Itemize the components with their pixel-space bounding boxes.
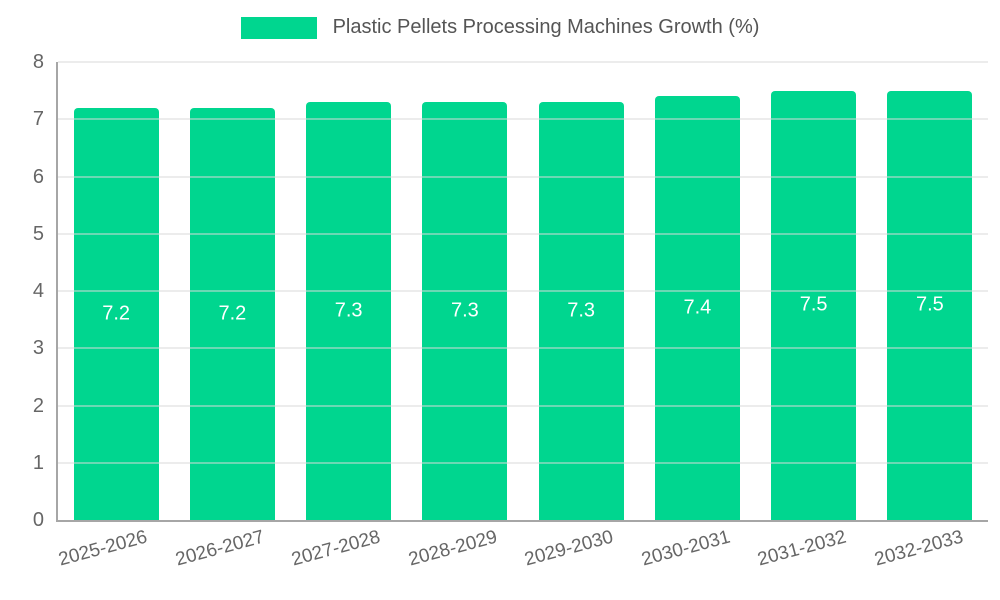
bar: 7.4 — [654, 96, 740, 520]
x-slot: 2030-2031 — [639, 524, 756, 596]
bar: 7.5 — [771, 90, 857, 520]
y-tick-label: 0 — [32, 509, 44, 531]
bar-slot: 7.3 — [407, 62, 523, 520]
y-tick-label: 6 — [32, 165, 44, 188]
x-tick-label: 2031-2032 — [755, 526, 849, 571]
gridline — [58, 233, 988, 235]
bar-value-label: 7.5 — [915, 293, 944, 316]
y-tick-label: 5 — [32, 222, 44, 245]
x-slot: 2029-2030 — [522, 524, 639, 596]
bar-slot: 7.3 — [291, 62, 407, 520]
bar-value-label: 7.4 — [683, 296, 712, 319]
x-tick-label: 2026-2027 — [173, 526, 267, 571]
y-tick-label: 1 — [32, 451, 44, 474]
x-tick-label: 2027-2028 — [289, 526, 383, 571]
bar: 7.2 — [73, 107, 159, 520]
bar: 7.3 — [422, 102, 508, 520]
bar-value-label: 7.5 — [799, 293, 828, 316]
gridline — [58, 176, 988, 177]
y-tick-label: 7 — [32, 108, 44, 131]
x-tick-label: 2030-2031 — [639, 526, 733, 571]
bar: 7.2 — [189, 107, 275, 520]
bar-slot: 7.5 — [756, 62, 872, 520]
gridline — [58, 462, 988, 464]
bar-value-label: 7.3 — [334, 299, 363, 322]
x-tick-label: 2029-2030 — [522, 526, 616, 571]
x-slot: 2026-2027 — [173, 524, 290, 596]
legend-swatch — [240, 16, 317, 39]
bar-value-label: 7.2 — [218, 302, 247, 325]
legend: Plastic Pellets Processing Machines Grow… — [0, 16, 1000, 39]
x-slot: 2027-2028 — [289, 524, 406, 596]
bar-value-label: 7.3 — [567, 299, 596, 322]
plot-area: 7.2 7.2 7.3 7.3 7.3 7.4 7.5 7.5 0 1 2 3 4 5 6 7 8 — [33, 52, 988, 530]
y-tick-label: 3 — [32, 337, 44, 360]
x-axis-labels: 2025-2026 2026-2027 2027-2028 2028-2029 2029… — [56, 524, 988, 596]
bar-slot: 7.5 — [872, 62, 988, 520]
chart-title: Plastic Pellets Processing Machines Grow… — [332, 16, 760, 38]
bar: 7.3 — [538, 102, 624, 520]
bar-value-label: 7.3 — [450, 299, 479, 322]
x-slot: 2028-2029 — [406, 524, 523, 596]
y-tick-label: 8 — [32, 51, 44, 73]
x-tick-label: 2025-2026 — [56, 526, 150, 571]
gridline — [58, 290, 988, 292]
gridline — [58, 347, 988, 349]
bar-value-label: 7.2 — [102, 302, 131, 325]
gridline — [58, 61, 988, 63]
bars-row: 7.2 7.2 7.3 7.3 7.3 7.4 7.5 7.5 — [58, 62, 988, 520]
gridline — [58, 405, 988, 406]
x-tick-label: 2032-2033 — [872, 526, 966, 571]
bar: 7.5 — [887, 90, 973, 520]
y-tick-label: 4 — [32, 280, 44, 302]
gridline — [58, 118, 988, 120]
bar-slot: 7.3 — [523, 62, 639, 520]
y-tick-label: 2 — [32, 394, 44, 417]
x-slot: 2031-2032 — [755, 524, 872, 596]
x-slot: 2032-2033 — [872, 524, 989, 596]
bar: 7.3 — [306, 102, 392, 520]
bar-slot: 7.4 — [639, 62, 755, 520]
x-tick-label: 2028-2029 — [406, 526, 500, 571]
x-slot: 2025-2026 — [56, 524, 173, 596]
